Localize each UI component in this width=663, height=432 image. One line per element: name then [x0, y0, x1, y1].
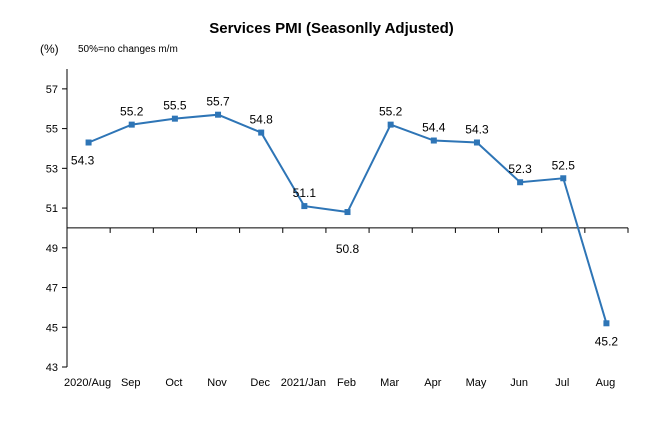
data-point-marker — [171, 115, 178, 122]
data-point-marker — [473, 139, 480, 146]
y-tick-label: 47 — [46, 283, 58, 295]
x-tick-label: Mar — [380, 377, 399, 389]
x-tick-label: Apr — [424, 377, 441, 389]
x-tick-label: Jul — [555, 377, 569, 389]
data-label: 54.4 — [422, 121, 446, 135]
data-point-marker — [85, 139, 92, 146]
data-point-marker — [517, 179, 524, 186]
y-tick-label: 51 — [46, 203, 58, 215]
baseline-note: 50%=no changes m/m — [78, 44, 178, 55]
y-tick-label: 43 — [46, 362, 58, 374]
x-tick-label: Feb — [337, 377, 356, 389]
data-label: 55.2 — [120, 105, 144, 119]
y-tick-label: 49 — [46, 243, 58, 255]
data-label: 52.3 — [508, 162, 532, 176]
data-point-marker — [344, 209, 351, 216]
y-tick-label: 45 — [46, 322, 58, 334]
data-label: 54.8 — [250, 113, 274, 127]
data-point-marker — [560, 175, 567, 182]
x-tick-label: Sep — [121, 377, 141, 389]
data-label: 55.7 — [206, 95, 230, 109]
data-point-marker — [387, 121, 394, 128]
data-label: 54.3 — [465, 123, 489, 137]
chart-title: Services PMI (Seasonlly Adjusted) — [209, 20, 454, 37]
x-tick-label: 2021/Jan — [281, 377, 326, 389]
data-point-marker — [301, 203, 308, 210]
x-tick-label: Dec — [250, 377, 270, 389]
x-tick-label: Oct — [165, 377, 182, 389]
y-tick-label: 57 — [46, 84, 58, 96]
x-tick-label: 2020/Aug — [64, 377, 111, 389]
data-label: 55.5 — [163, 99, 187, 113]
y-tick-label: 53 — [46, 163, 58, 175]
data-point-marker — [128, 121, 135, 128]
x-tick-label: Aug — [596, 377, 616, 389]
data-label: 51.1 — [293, 186, 317, 200]
series-line — [88, 113, 608, 324]
data-point-marker — [215, 111, 222, 118]
y-axis-unit-label: (%) — [40, 42, 59, 56]
data-label: 52.5 — [552, 158, 576, 172]
data-point-marker — [430, 137, 437, 144]
data-label: 55.2 — [379, 105, 403, 119]
x-tick-label: May — [466, 377, 487, 389]
data-label: 45.2 — [595, 334, 619, 348]
data-label: 54.3 — [71, 154, 95, 168]
data-label: 50.8 — [336, 242, 360, 256]
data-point-marker — [603, 320, 610, 327]
x-tick-label: Jun — [510, 377, 528, 389]
data-point-marker — [258, 129, 265, 136]
y-tick-label: 55 — [46, 124, 58, 136]
x-tick-label: Nov — [207, 377, 227, 389]
